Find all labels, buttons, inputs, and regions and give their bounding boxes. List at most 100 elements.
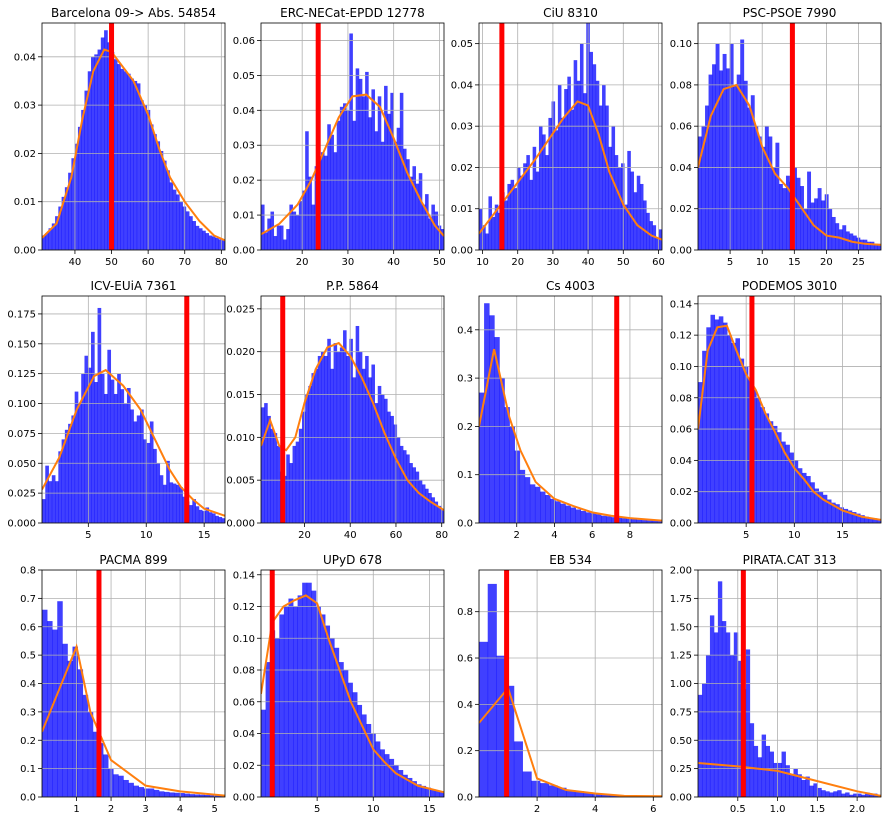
histogram-bar (77, 126, 82, 250)
histogram-bar (209, 795, 216, 797)
y-tick-label: 0.04 (14, 52, 36, 63)
histogram-bar (821, 790, 826, 797)
y-tick-label: 0.4 (457, 325, 473, 336)
histogram-bar (560, 503, 566, 523)
histogram-bar (829, 792, 834, 797)
panel-title: Cs 4003 (546, 279, 595, 293)
histogram-bar (719, 70, 724, 250)
histogram-bar (548, 785, 558, 797)
histogram-bar (733, 632, 739, 797)
histogram-bar (513, 188, 518, 250)
histogram-bar (574, 791, 584, 797)
histogram-bar (339, 106, 344, 250)
y-tick-label: 0.4 (457, 700, 473, 711)
histogram-bar (735, 338, 740, 523)
histogram-bar (839, 507, 844, 523)
histogram-bar (153, 134, 157, 250)
histogram-bar (123, 779, 129, 797)
density-curve (261, 93, 444, 237)
histogram-bar (352, 692, 358, 797)
histogram-bar (158, 791, 165, 797)
histogram-bar (71, 158, 76, 250)
histogram-bar (708, 74, 713, 250)
y-tick-label: 0.00 (451, 246, 473, 257)
histogram-bar (583, 93, 587, 250)
histogram-bar (368, 117, 372, 250)
x-tick-label: 6 (650, 804, 656, 815)
histogram-bar (479, 641, 489, 797)
histogram-bar (288, 598, 294, 797)
histogram-bar (100, 37, 105, 250)
y-tick-label: 0.2 (457, 422, 473, 433)
histogram-bar (712, 64, 716, 250)
histogram-bar (402, 450, 407, 523)
histogram-bar (126, 73, 131, 250)
histogram-bar (311, 204, 316, 250)
histogram-bar (526, 155, 530, 250)
histogram-bar (325, 625, 331, 797)
histogram-bar (592, 64, 597, 250)
histogram-bar (439, 792, 444, 797)
histogram-bar (488, 196, 493, 250)
histogram-bar (393, 424, 398, 523)
histogram-bar (430, 789, 436, 797)
histogram-bar (415, 183, 420, 250)
histogram-bar (286, 229, 290, 250)
histogram-bar (713, 632, 719, 797)
histogram-bar (361, 368, 366, 523)
y-tick-label: 0.04 (233, 729, 255, 740)
histogram-bar (564, 89, 568, 250)
histogram-bar (611, 126, 616, 250)
histogram-bar (747, 107, 752, 250)
histogram-bar (440, 229, 444, 250)
x-tick-label: 5 (727, 257, 733, 268)
x-tick-label: 2.0 (849, 804, 865, 815)
histogram-bar (100, 373, 105, 523)
histogram-bar (764, 126, 769, 250)
histogram-bar (273, 236, 278, 250)
histogram-bar (195, 506, 200, 523)
density-curve (42, 368, 225, 517)
y-tick-label: 0.01 (451, 204, 473, 215)
histogram-bar (289, 463, 293, 523)
y-tick-label: 0.00 (233, 793, 255, 804)
y-tick-label: 0.08 (670, 80, 692, 91)
histogram-bar (279, 614, 285, 797)
histogram-bar (778, 183, 783, 250)
histogram-bar (817, 787, 822, 797)
y-tick-label: 0.00 (14, 246, 36, 257)
histogram-bar (575, 509, 582, 523)
histogram-bar (833, 791, 838, 797)
y-tick-label: 0.00 (233, 246, 255, 257)
histogram-bar (365, 71, 369, 250)
histogram-bar (327, 338, 331, 523)
panel-title: PSC-PSOE 7990 (743, 6, 837, 20)
histogram-bar (140, 409, 144, 523)
histogram-bar (347, 682, 353, 797)
histogram-bar (636, 519, 643, 523)
histogram-bar (215, 237, 219, 250)
histogram-bar (295, 215, 300, 250)
histogram-bar (55, 216, 59, 250)
histogram-bar (540, 783, 550, 797)
histogram-bar (769, 751, 774, 797)
histogram-bar (130, 409, 134, 523)
histogram-bar (861, 794, 866, 797)
histogram-bar (551, 101, 556, 250)
histogram-bar (757, 136, 762, 250)
y-tick-label: 0.050 (7, 459, 36, 470)
y-tick-label: 0.02 (233, 761, 255, 772)
histogram-bar (219, 795, 225, 797)
histogram-bar (487, 583, 497, 797)
plot-frame (478, 569, 663, 798)
y-tick-label: 0.01 (14, 197, 36, 208)
histogram-bar (531, 780, 541, 797)
histogram-bar (731, 342, 736, 523)
histogram-bar (869, 794, 874, 797)
histogram-bar (777, 432, 782, 523)
x-tick-label: 40 (582, 257, 595, 268)
histogram-bar (797, 468, 803, 523)
histogram-bar (710, 314, 716, 523)
histogram-bar (538, 126, 543, 250)
histogram-bar (148, 788, 155, 797)
